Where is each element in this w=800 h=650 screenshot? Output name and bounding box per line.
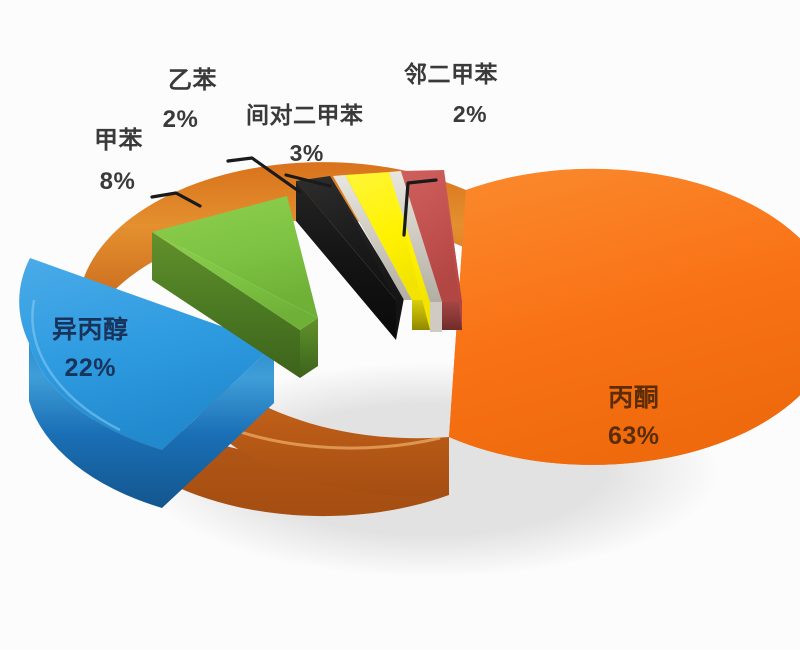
slice-separator-grey xyxy=(333,175,412,300)
label-yibingchun-percent: 22% xyxy=(64,354,117,382)
slice-yiben-side xyxy=(296,181,396,340)
slice-yibingchun-side-edge xyxy=(162,345,274,508)
slice-lingerjiaben-top2 xyxy=(444,170,462,330)
slice-yibingchun[interactable] xyxy=(19,258,274,508)
label-jiaben-percent: 8% xyxy=(99,167,136,195)
slice-jiaben-side2 xyxy=(300,318,318,378)
slice-yiben[interactable] xyxy=(296,176,404,340)
slice-jianduierjiaben-top2 xyxy=(389,172,430,330)
label-jiaben-name: 甲苯 xyxy=(94,127,143,154)
label-jianduierjiaben: 间对二甲苯 3% xyxy=(246,102,364,167)
leader-line-jiaben xyxy=(150,191,202,208)
label-bingtong: 丙酮 63% xyxy=(608,384,660,450)
slice-lingerjiaben-side xyxy=(442,302,462,330)
slice-jiaben-top xyxy=(152,196,318,318)
slice-lingerjiaben-top xyxy=(401,170,462,302)
label-jiaben: 甲苯 8% xyxy=(94,127,143,196)
slice-yibingchun-top xyxy=(19,258,274,450)
slice-yiben-top xyxy=(296,176,404,300)
slice-jiaben-side xyxy=(152,232,300,378)
label-yiben: 乙苯 2% xyxy=(163,67,217,134)
label-lingerjiaben-name: 邻二甲苯 xyxy=(404,61,498,87)
leader-line-lingerjiaben xyxy=(402,178,438,237)
label-yiben-name: 乙苯 xyxy=(168,67,217,94)
slice-separator-grey-2b xyxy=(430,302,442,332)
label-bingtong-percent: 63% xyxy=(608,422,660,450)
label-jianduierjiaben-name: 间对二甲苯 xyxy=(246,102,364,128)
slice-yibingchun-side xyxy=(29,343,162,508)
label-jianduierjiaben-percent: 3% xyxy=(289,139,324,166)
slice-jianduierjiaben[interactable] xyxy=(345,172,430,330)
slice-bingtong[interactable] xyxy=(77,162,800,517)
slice-jiaben-top2 xyxy=(152,232,318,330)
slice-bingtong-side-right xyxy=(175,312,449,497)
leader-line-yiben xyxy=(226,156,302,194)
label-lingerjiaben: 邻二甲苯 2% xyxy=(404,61,498,128)
slice-jianduierjiaben-top xyxy=(345,172,430,300)
label-yibingchun-name: 异丙醇 xyxy=(52,316,129,344)
slice-yibingchun-rim-highlight xyxy=(31,299,121,432)
slice-yiben-top2 xyxy=(330,176,404,340)
leader-lines xyxy=(150,156,438,237)
label-bingtong-name: 丙酮 xyxy=(608,384,660,412)
leader-line-jianduierjiaben xyxy=(284,173,332,188)
label-lingerjiaben-percent: 2% xyxy=(452,100,488,127)
label-yibingchun: 异丙醇 22% xyxy=(52,316,129,382)
slice-jiaben[interactable] xyxy=(152,196,318,378)
label-yiben-percent: 2% xyxy=(162,105,199,133)
slice-separator-grey-2 xyxy=(389,171,442,302)
slice-bingtong-rim-highlight xyxy=(219,423,441,450)
slice-bingtong-top-face xyxy=(449,168,800,465)
slice-lingerjiaben[interactable] xyxy=(401,170,462,330)
